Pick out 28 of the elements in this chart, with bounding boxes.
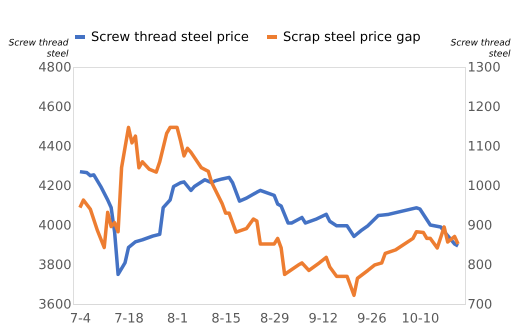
legend-label: Screw thread steel price: [91, 30, 249, 45]
y-tick-label: 4800: [38, 60, 72, 76]
y-tick-label: 4000: [38, 218, 72, 234]
y-tick-label: 3800: [38, 258, 72, 273]
y2-tick-label: 1100: [468, 140, 501, 154]
x-tick-label: 10-10: [402, 312, 440, 326]
x-tick-label: 7-4: [70, 312, 92, 326]
y2-tick-label: 800: [468, 258, 492, 273]
y2-tick-label: 1200: [468, 100, 501, 115]
y-tick-label: 4600: [38, 100, 72, 115]
x-tick-label: 9-12: [308, 312, 338, 326]
y2-tick-label: 1000: [468, 179, 501, 194]
y-axis-title: Screw thread steel: [8, 38, 69, 60]
y2-tick-label: 700: [468, 298, 492, 312]
y2-tick-label: 900: [468, 218, 492, 234]
x-tick-label: 8-29: [260, 312, 290, 326]
y-tick-label: 4200: [38, 179, 72, 194]
y-tick-label: 4400: [38, 140, 72, 154]
line-series: [78, 170, 460, 276]
y2-axis-title: Screw thread steel: [450, 38, 511, 60]
x-tick-label: 8-15: [211, 312, 241, 326]
y2-tick-label: 1300: [468, 60, 501, 76]
x-tick-label: 7-18: [114, 312, 144, 326]
line-series: [78, 126, 460, 298]
y-tick-label: 3600: [38, 298, 72, 312]
legend-label: Scrap steel price gap: [283, 30, 421, 45]
x-tick-label: 8-1: [166, 312, 188, 326]
x-tick-label: 9-26: [357, 312, 387, 326]
